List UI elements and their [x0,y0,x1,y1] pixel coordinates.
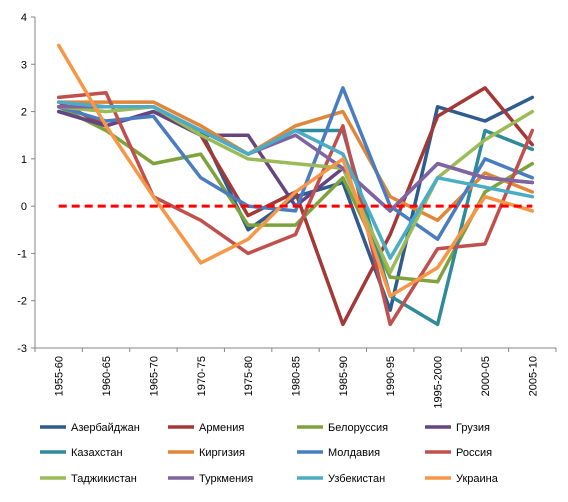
series-line-5 [56,100,535,223]
series-line-10 [56,100,535,260]
x-tick-label: 1995-2000 [433,356,445,409]
y-tick-label: -2 [17,296,27,308]
legend: Азербайджан Армения Белоруссия Грузия Казахс… [40,422,499,485]
legend-label-6: Молдавия [328,447,380,459]
y-tick-label: 1 [21,154,27,166]
x-tick-label: 1980-85 [291,356,303,396]
legend-label-9: Туркмения [199,473,253,485]
x-tick-label: 2005-10 [527,356,539,396]
series-line-6 [56,86,535,241]
series-line-4 [56,105,535,327]
series-line-7 [56,90,535,327]
series-lines [56,43,535,327]
legend-label-10: Узбекистан [328,473,385,485]
x-tick-label: 1965-70 [148,356,160,396]
legend-label-5: Киргизия [199,447,245,459]
x-tick-label: 2000-05 [480,356,492,396]
x-tick-label: 1955-60 [54,356,66,396]
y-tick-label: -3 [17,343,27,355]
x-tick-label: 1960-65 [101,356,113,396]
y-tick-label: 0 [21,201,27,213]
x-tick-label: 1975-80 [243,356,255,396]
legend-label-2: Белоруссия [328,422,388,434]
legend-label-3: Грузия [456,422,490,434]
legend-label-8: Таджикистан [71,473,137,485]
legend-label-7: Россия [456,447,492,459]
series-line-11 [56,43,535,298]
legend-label-11: Украина [456,473,499,485]
series-line-2 [56,105,535,284]
x-tick-label: 1970-75 [196,356,208,396]
x-tick-label: 1990-95 [385,356,397,396]
legend-label-0: Азербайджан [71,422,140,434]
y-tick-label: 2 [21,107,27,119]
x-tick-label: 1985-90 [338,356,350,396]
y-tick-label: 3 [21,59,27,71]
axes: 4 3 2 1 0 -1 -2 -3 1955-60 1960-65 1965-70 1970-75 1… [17,12,557,409]
legend-label-1: Армения [199,422,244,434]
y-tick-label: -1 [17,248,27,260]
y-tick-label: 4 [21,12,27,24]
legend-label-4: Казахстан [71,447,123,459]
